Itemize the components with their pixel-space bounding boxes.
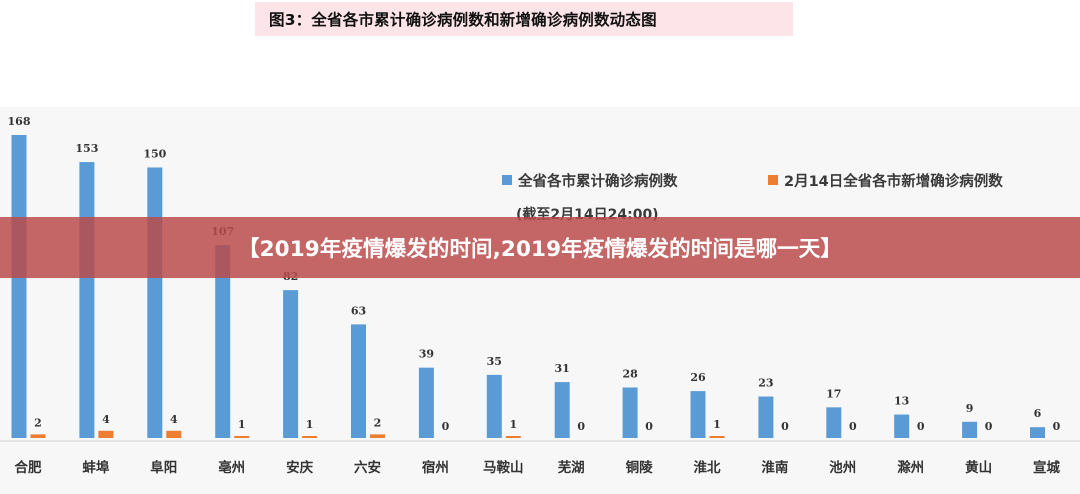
- bar-chart: 1682153415041071821632390351310280261230…: [0, 115, 1080, 476]
- data-label-new-3: 1: [238, 418, 246, 431]
- bar-new-3: [234, 436, 250, 438]
- bar-new-4: [302, 436, 318, 438]
- data-label-new-10: 1: [713, 418, 721, 431]
- category-label-4: 安庆: [286, 459, 313, 476]
- category-label-12: 池州: [829, 459, 856, 476]
- data-label-cumulative-7: 35: [487, 355, 502, 368]
- category-label-5: 六安: [354, 459, 381, 476]
- data-label-new-12: 0: [849, 420, 857, 433]
- bar-new-5: [370, 434, 385, 438]
- data-label-cumulative-6: 39: [419, 348, 434, 361]
- data-label-new-1: 4: [102, 413, 110, 426]
- data-label-cumulative-2: 150: [143, 147, 166, 160]
- data-label-new-15: 0: [1053, 420, 1061, 433]
- bar-new-10: [709, 436, 725, 438]
- bar-cumulative-5: [351, 324, 366, 438]
- data-label-cumulative-15: 6: [1034, 407, 1042, 420]
- legend-label-new: 2月14日全省各市新增确诊病例数: [784, 172, 1003, 190]
- bar-new-7: [505, 436, 521, 438]
- labels-layer: 1682153415041071821632390351310280261230…: [8, 115, 1061, 433]
- bar-new-2: [166, 430, 182, 438]
- data-label-cumulative-12: 17: [826, 387, 841, 400]
- category-label-9: 铜陵: [626, 459, 654, 476]
- data-label-cumulative-13: 13: [894, 395, 909, 408]
- data-label-new-11: 0: [781, 420, 789, 433]
- category-label-15: 宣城: [1033, 459, 1061, 476]
- category-label-6: 宿州: [422, 459, 449, 476]
- bar-cumulative-6: [418, 367, 434, 438]
- legend-label-cumulative: 全省各市累计确诊病例数: [517, 172, 678, 190]
- data-label-new-0: 2: [34, 416, 42, 429]
- category-label-8: 芜湖: [558, 459, 585, 476]
- bar-cumulative-1: [79, 162, 95, 438]
- legend-swatch-cumulative: [502, 175, 512, 185]
- bar-cumulative-9: [622, 387, 638, 438]
- bar-cumulative-13: [894, 414, 910, 438]
- data-label-new-14: 0: [985, 420, 993, 433]
- data-label-cumulative-14: 9: [966, 402, 974, 415]
- bar-cumulative-11: [758, 396, 774, 438]
- data-label-new-6: 0: [442, 420, 450, 433]
- category-label-0: 合肥: [15, 459, 42, 476]
- bar-cumulative-10: [690, 391, 706, 438]
- bar-cumulative-15: [1030, 427, 1045, 438]
- data-label-new-7: 1: [509, 418, 517, 431]
- legend: 全省各市累计确诊病例数 2月14日全省各市新增确诊病例数 (截至2月14日24:…: [502, 172, 1003, 223]
- bar-new-1: [98, 430, 114, 438]
- category-label-2: 阜阳: [150, 459, 177, 476]
- figure-title-box: 图3：全省各市累计确诊病例数和新增确诊病例数动态图: [255, 2, 793, 36]
- data-label-new-4: 1: [306, 418, 314, 431]
- bar-cumulative-0: [11, 135, 27, 438]
- category-label-13: 滁州: [897, 459, 924, 476]
- bar-cumulative-3: [215, 245, 231, 438]
- data-label-cumulative-10: 26: [690, 371, 706, 384]
- category-labels: 合肥 蚌埠 阜阳 亳州 安庆 六安 宿州 马鞍山 芜湖 铜陵 淮北 淮南 池州 滁州 黄山 宣城: [15, 459, 1061, 476]
- legend-swatch-new: [768, 175, 778, 185]
- data-label-cumulative-5: 63: [351, 304, 366, 317]
- bar-cumulative-2: [147, 167, 163, 438]
- bar-cumulative-7: [486, 374, 502, 438]
- data-label-new-8: 0: [577, 420, 585, 433]
- data-label-new-2: 4: [170, 413, 178, 426]
- bar-cumulative-14: [962, 421, 978, 438]
- category-label-3: 亳州: [218, 459, 245, 476]
- data-label-new-13: 0: [917, 420, 925, 433]
- data-label-cumulative-9: 28: [622, 368, 638, 381]
- data-label-new-5: 2: [374, 416, 382, 429]
- bar-cumulative-4: [283, 290, 299, 438]
- data-label-new-9: 0: [645, 420, 653, 433]
- title-banner: 【2019年疫情爆发的时间,2019年疫情爆发的时间是哪一天】: [0, 217, 1080, 278]
- category-label-7: 马鞍山: [483, 459, 524, 476]
- category-label-10: 淮北: [694, 459, 722, 476]
- category-label-11: 淮南: [761, 459, 788, 476]
- bar-cumulative-12: [826, 407, 842, 438]
- category-label-1: 蚌埠: [82, 459, 109, 476]
- banner-title: 【2019年疫情爆发的时间,2019年疫情爆发的时间是哪一天】: [238, 237, 842, 262]
- data-label-cumulative-1: 153: [75, 142, 98, 155]
- data-label-cumulative-11: 23: [758, 377, 773, 390]
- figure-title: 图3：全省各市累计确诊病例数和新增确诊病例数动态图: [269, 11, 657, 29]
- data-label-cumulative-8: 31: [555, 362, 570, 375]
- bar-new-0: [30, 434, 46, 438]
- category-label-14: 黄山: [965, 459, 992, 476]
- chart-panel: 1682153415041071821632390351310280261230…: [0, 107, 1080, 494]
- bar-cumulative-8: [554, 382, 570, 438]
- data-label-cumulative-0: 168: [8, 115, 31, 128]
